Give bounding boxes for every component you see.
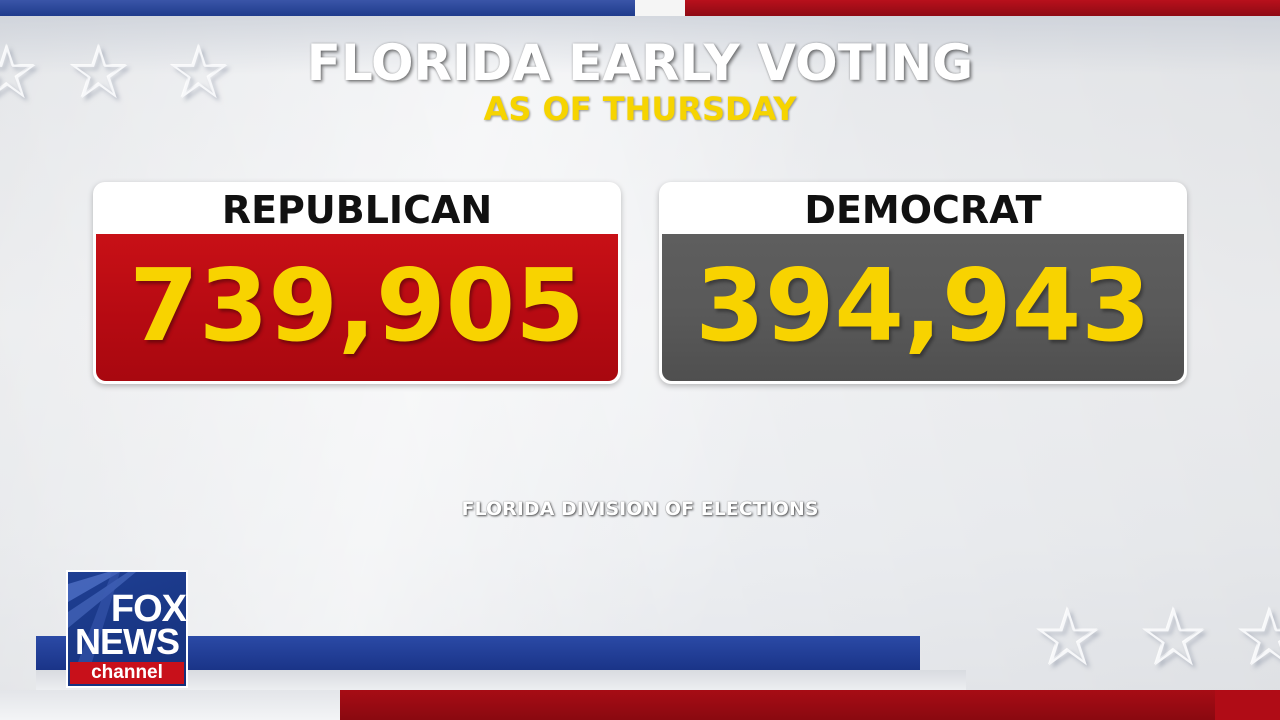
star-icon: ☆ [66,30,133,116]
network-logo: FOX NEWS channel [66,570,188,688]
star-icon: ☆ [166,30,233,116]
star-icon: ☆ [1032,591,1104,684]
top-band [0,16,1280,74]
source-credit: FLORIDA DIVISION OF ELECTIONS [461,498,819,520]
searchlight-beams-icon [68,572,136,662]
star-icon: ☆ [1234,591,1280,684]
republican-count: 739,905 [96,234,618,381]
logo-fox-text: FOX [110,588,186,630]
star-icon: ☆ [0,30,41,116]
logo-channel-text: channel [70,662,184,684]
bottom-right-red [1215,690,1280,720]
top-stripe-red [685,0,1280,16]
page-subtitle: AS OF THURSDAY [483,90,797,128]
top-stripe-blue [0,0,635,16]
republican-label: REPUBLICAN [221,188,493,232]
logo-news-text: NEWS [75,621,180,662]
democrat-count: 394,943 [662,234,1184,381]
bottom-left-pad [0,690,340,720]
bottom-stripe-red [340,690,1280,720]
bottom-stripe-white [36,670,966,690]
democrat-label: DEMOCRAT [804,188,1042,232]
democrat-card: DEMOCRAT 394,943 [659,182,1187,384]
star-icon: ☆ [1138,591,1210,684]
republican-card: REPUBLICAN 739,905 [93,182,621,384]
top-stripe-white [635,0,685,16]
page-title: FLORIDA EARLY VOTING [306,34,974,92]
